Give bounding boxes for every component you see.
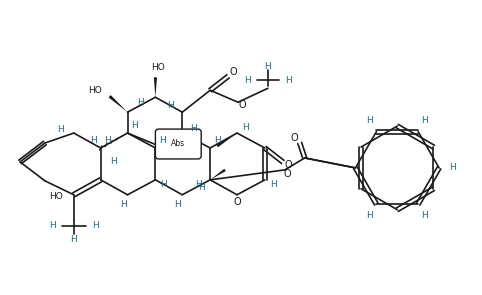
- Text: H: H: [242, 123, 249, 132]
- Polygon shape: [210, 169, 226, 180]
- Text: O: O: [291, 133, 298, 143]
- FancyBboxPatch shape: [155, 129, 201, 159]
- Text: H: H: [104, 135, 110, 145]
- Text: H: H: [265, 62, 271, 71]
- Text: H: H: [174, 200, 181, 209]
- Text: H: H: [285, 76, 292, 85]
- Text: H: H: [92, 221, 98, 230]
- Text: H: H: [167, 101, 174, 110]
- Text: O: O: [238, 100, 246, 110]
- Text: H: H: [70, 235, 77, 244]
- Text: O: O: [284, 169, 292, 179]
- Text: H: H: [366, 116, 373, 124]
- Text: H: H: [160, 135, 166, 145]
- Text: H: H: [244, 76, 251, 85]
- Text: O: O: [229, 67, 237, 77]
- Text: H: H: [270, 180, 277, 189]
- Text: HO: HO: [151, 63, 165, 72]
- Text: H: H: [49, 221, 56, 230]
- Text: H: H: [214, 135, 221, 145]
- Polygon shape: [154, 77, 157, 97]
- Polygon shape: [161, 133, 182, 147]
- Text: O: O: [285, 160, 293, 170]
- Text: H: H: [199, 183, 205, 192]
- Text: H: H: [449, 163, 456, 172]
- Text: HO: HO: [49, 192, 63, 201]
- Text: H: H: [120, 200, 127, 209]
- Text: H: H: [110, 158, 117, 166]
- Text: H: H: [137, 98, 144, 107]
- Text: H: H: [366, 211, 373, 220]
- Text: H: H: [195, 180, 202, 189]
- Text: H: H: [57, 124, 64, 134]
- Text: H: H: [90, 135, 97, 145]
- Text: H: H: [190, 124, 197, 132]
- Text: H: H: [132, 121, 138, 130]
- Text: HO: HO: [88, 86, 102, 95]
- Polygon shape: [108, 95, 128, 112]
- Polygon shape: [216, 133, 237, 147]
- Text: O: O: [233, 197, 241, 207]
- Text: H: H: [421, 116, 428, 124]
- Text: H: H: [161, 180, 167, 189]
- Text: H: H: [421, 211, 428, 220]
- Text: Abs: Abs: [171, 139, 186, 148]
